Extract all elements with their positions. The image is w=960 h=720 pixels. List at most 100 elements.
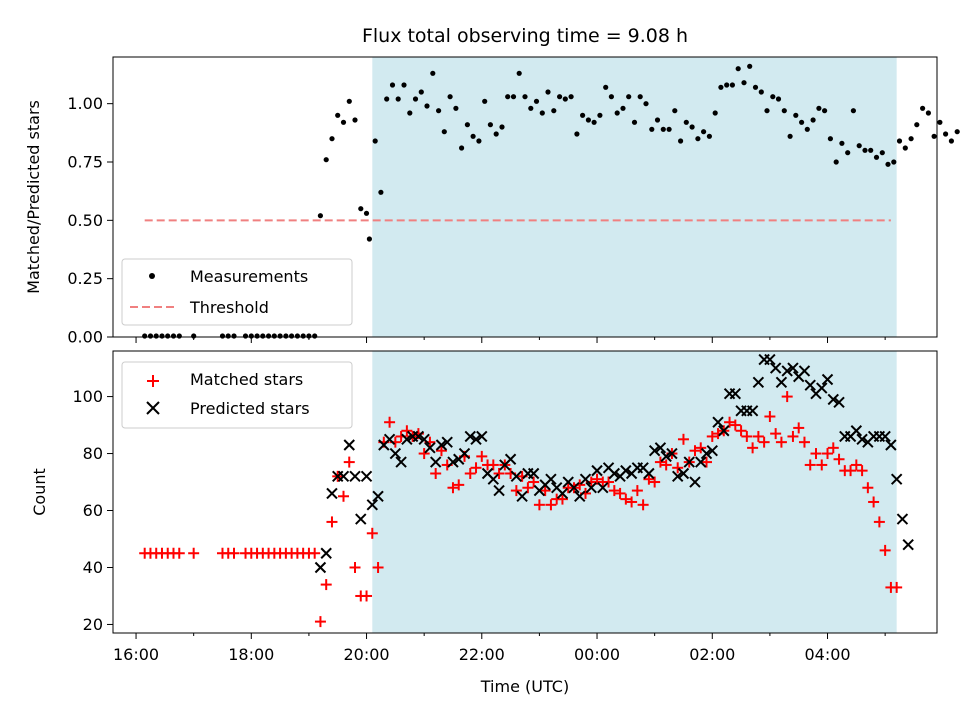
measurement-point xyxy=(701,129,707,135)
measurement-point xyxy=(799,119,805,125)
matched-star-point xyxy=(314,616,326,628)
measurement-point xyxy=(283,333,289,339)
predicted-star-point xyxy=(343,439,355,451)
measurement-point xyxy=(260,333,266,339)
predicted-star-point xyxy=(890,473,903,485)
matched-star-point xyxy=(741,430,753,442)
measurement-point xyxy=(804,126,810,132)
measurement-point xyxy=(781,108,787,114)
matched-star-point xyxy=(476,450,488,462)
matched-star-point xyxy=(706,430,718,442)
measurement-point xyxy=(176,333,182,339)
measurement-point xyxy=(395,96,401,102)
measurement-point xyxy=(300,333,306,339)
matched-star-point xyxy=(228,547,240,559)
measurement-point xyxy=(231,333,237,339)
predicted-star-point xyxy=(464,430,476,443)
count-y-tick-label: 60 xyxy=(83,501,103,520)
matched-star-point xyxy=(430,467,442,479)
predicted-star-point xyxy=(366,499,379,511)
measurement-point xyxy=(741,80,747,86)
predicted-star-point xyxy=(833,396,845,408)
ratio-panel: 0.00 0.25 0.50 0.75 1.00 Flux total observin… xyxy=(24,25,960,347)
measurement-point xyxy=(827,136,834,142)
predicted-star-point xyxy=(700,447,713,460)
measurement-point xyxy=(487,122,493,128)
predicted-star-points xyxy=(314,353,914,574)
measurement-point xyxy=(574,131,580,137)
predicted-star-point xyxy=(487,473,500,485)
matched-star-point xyxy=(856,465,868,477)
measurement-point xyxy=(747,63,753,69)
matched-star-point xyxy=(677,433,689,445)
predicted-star-point xyxy=(718,425,730,437)
ratio-y-tick-label: 0.75 xyxy=(67,153,103,172)
measurement-point xyxy=(631,119,638,125)
predicted-star-point xyxy=(314,561,327,574)
measurement-point xyxy=(441,129,447,135)
measurement-point xyxy=(620,105,626,111)
predicted-star-point xyxy=(746,405,759,417)
matched-star-point xyxy=(366,527,378,539)
matched-star-point xyxy=(747,442,759,454)
predicted-star-point xyxy=(729,388,742,400)
measurement-point xyxy=(787,133,793,139)
ratio-y-tick-label: 0.25 xyxy=(67,269,103,288)
measurement-point xyxy=(689,124,695,130)
measurement-point xyxy=(510,94,517,100)
ratio-legend: Measurements Threshold xyxy=(121,258,353,326)
predicted-star-point xyxy=(412,430,425,443)
measurement-point xyxy=(920,105,926,111)
matched-star-point xyxy=(510,485,522,497)
predicted-star-point xyxy=(470,433,482,446)
measurement-point xyxy=(908,136,914,142)
measurement-point xyxy=(764,108,770,114)
measurement-point xyxy=(225,333,231,339)
predicted-star-point xyxy=(643,467,655,480)
matched-star-point xyxy=(173,547,185,559)
predicted-star-point xyxy=(395,456,407,468)
matched-star-points xyxy=(139,391,903,628)
predicted-star-point xyxy=(597,482,609,494)
predicted-star-point xyxy=(458,447,471,460)
measurement-point xyxy=(372,138,378,144)
predicted-star-point xyxy=(504,453,517,465)
matched-star-point xyxy=(787,430,799,442)
predicted-star-point xyxy=(591,464,603,477)
matched-star-point xyxy=(337,490,349,502)
measurement-point xyxy=(724,82,730,88)
matched-star-point xyxy=(528,476,540,488)
predicted-star-point xyxy=(689,476,701,488)
predicted-star-point xyxy=(902,538,914,551)
predicted-star-point xyxy=(447,456,459,468)
x-tick-label: 18:00 xyxy=(228,645,274,664)
predicted-star-point xyxy=(401,433,413,446)
measurement-point xyxy=(407,110,413,116)
legend-label-predicted: Predicted stars xyxy=(190,399,310,418)
count-legend: Matched stars Predicted stars xyxy=(121,361,353,429)
measurement-point xyxy=(902,145,908,151)
measurement-point xyxy=(147,333,154,339)
count-x-axis-ticks: 16:00 18:00 20:00 22:00 00:00 02:00 04:00 xyxy=(113,633,886,664)
matched-star-point xyxy=(343,456,355,468)
measurement-point xyxy=(389,82,396,88)
measurement-point xyxy=(499,124,505,130)
predicted-star-point xyxy=(516,490,528,502)
measurement-point xyxy=(562,96,568,102)
measurement-point xyxy=(412,96,419,102)
measurement-point xyxy=(856,143,862,149)
predicted-star-point xyxy=(764,353,776,366)
predicted-star-point xyxy=(476,430,488,443)
matched-star-point xyxy=(188,547,200,559)
matched-star-point xyxy=(873,516,885,528)
ratio-y-axis-ticks: 0.00 0.25 0.50 0.75 1.00 xyxy=(67,94,113,347)
measurement-point xyxy=(937,119,943,125)
matched-star-point xyxy=(695,442,707,454)
matched-star-point xyxy=(626,496,638,508)
measurement-point xyxy=(597,112,603,118)
measurement-point xyxy=(643,101,649,107)
predicted-star-point xyxy=(360,470,373,483)
predicted-star-point xyxy=(545,473,557,485)
predicted-star-point xyxy=(660,450,672,463)
